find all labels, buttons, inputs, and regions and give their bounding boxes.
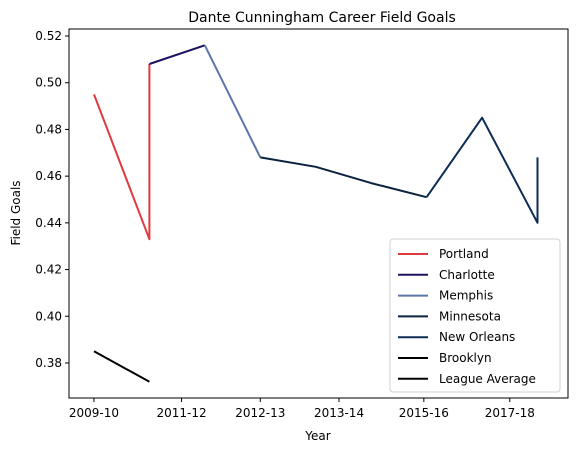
legend-label-3: Minnesota — [439, 309, 501, 323]
y-tick-label: 0.44 — [35, 216, 62, 230]
legend-label-6: League Average — [439, 372, 536, 386]
legend-label-2: Memphis — [439, 289, 493, 303]
y-tick-label: 0.40 — [35, 309, 62, 323]
y-tick-label: 0.50 — [35, 76, 62, 90]
series-line-2 — [203, 44, 262, 158]
legend-box — [389, 238, 561, 393]
y-axis-label: Field Goals — [9, 180, 23, 245]
series-line-0 — [93, 64, 151, 241]
x-tick-label: 2011-12 — [156, 406, 206, 420]
x-tick-label: 2015-16 — [399, 406, 449, 420]
series-line-1 — [149, 44, 206, 65]
series-line-6 — [93, 350, 150, 383]
y-tick-label: 0.46 — [35, 169, 62, 183]
plot-frame — [68, 28, 569, 399]
chart-title: Dante Cunningham Career Field Goals — [188, 10, 456, 26]
y-tick-label: 0.48 — [35, 122, 62, 136]
y-tick-label: 0.52 — [35, 29, 62, 43]
legend-label-0: Portland — [439, 247, 489, 261]
x-axis-ticks: 2009-10 2011-12 2012-13 2013-14 2015-16 2017-… — [69, 398, 535, 420]
legend-label-5: Brooklyn — [439, 351, 492, 365]
x-tick-label: 2009-10 — [69, 406, 119, 420]
legend-label-4: New Orleans — [439, 330, 515, 344]
y-axis-ticks: 0.38 0.40 0.42 0.44 0.46 0.48 0.50 0.52 — [35, 29, 69, 370]
x-tick-label: 2013-14 — [314, 406, 364, 420]
legend: Portland Charlotte Memphis Minnesota New Orl… — [389, 238, 561, 393]
y-tick-label: 0.42 — [35, 263, 62, 277]
x-axis-label: Year — [304, 429, 330, 443]
y-tick-label: 0.38 — [35, 356, 62, 370]
series-line-3 — [260, 156, 427, 199]
x-tick-label: 2012-13 — [235, 406, 285, 420]
legend-label-1: Charlotte — [439, 268, 495, 282]
series-line-4 — [425, 116, 539, 224]
plot-lines — [93, 44, 539, 383]
x-tick-label: 2017-18 — [485, 406, 535, 420]
